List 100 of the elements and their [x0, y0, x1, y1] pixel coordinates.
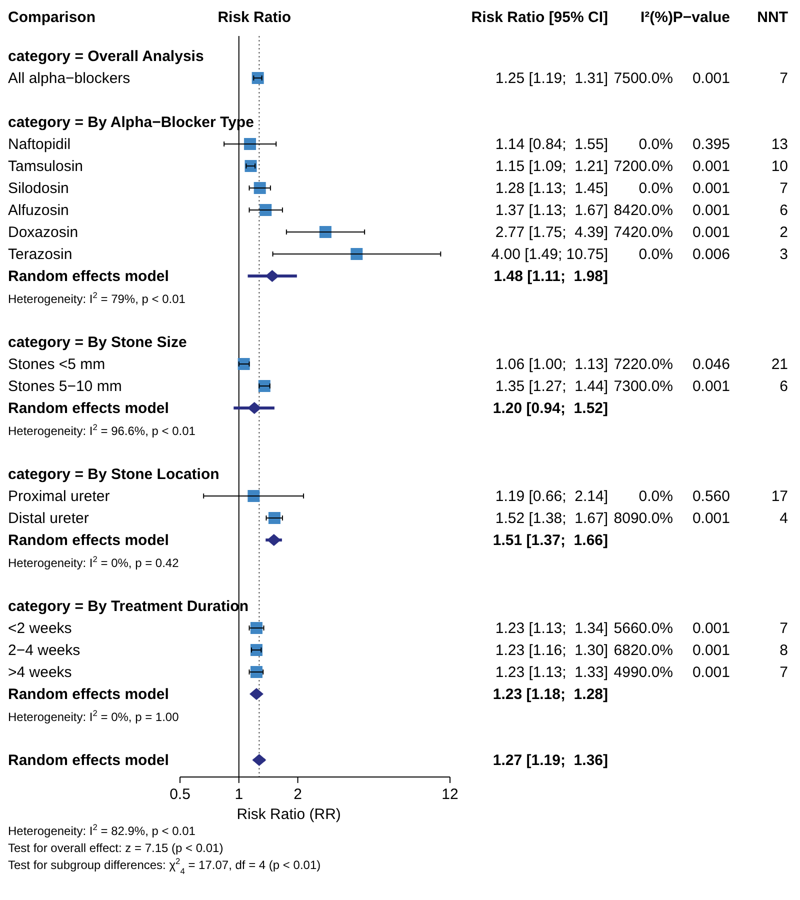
text: 0.001	[692, 180, 730, 197]
text: 0.0%	[638, 488, 673, 505]
y-tick-label: All alpha−blockers	[8, 70, 130, 87]
text: 1.25 [1.19; 1.31]	[495, 70, 608, 87]
text: 6	[780, 378, 788, 395]
y-tick-label: category = Overall Analysis	[8, 48, 204, 65]
text: 0.001	[692, 510, 730, 527]
text: 3	[780, 246, 788, 263]
text: 17	[771, 488, 788, 505]
y-tick-label: Random effects model	[8, 268, 169, 285]
text: 1.23 [1.18; 1.28]	[492, 686, 608, 703]
y-tick-label: Stones 5−10 mm	[8, 378, 122, 395]
text: 1.51 [1.37; 1.66]	[492, 532, 608, 549]
text: 1.20 [0.94; 1.52]	[492, 400, 608, 417]
text: 8	[780, 642, 788, 659]
text: 7	[780, 70, 788, 87]
y-tick-label: Random effects model	[8, 752, 169, 769]
y-tick-label: Heterogeneity: I$^{2}$ = 0%, p = 0.42	[8, 554, 180, 570]
y-tick-label: Heterogeneity: I$^{2}$ = 96.6%, p < 0.01	[8, 422, 196, 438]
text: 0.395	[692, 136, 730, 153]
text: 1.14 [0.84; 1.55]	[495, 136, 608, 153]
y-tick-label: Distal ureter	[8, 510, 89, 527]
text: 8090.0%	[614, 510, 673, 527]
text: 7300.0%	[614, 378, 673, 395]
y-tick-label: Alfuzosin	[8, 202, 69, 219]
text: 0.001	[692, 202, 730, 219]
text: 2	[780, 224, 788, 241]
text: 1.35 [1.27; 1.44]	[495, 378, 608, 395]
y-tick-label: Silodosin	[8, 180, 69, 197]
y-axis-title: Comparison	[8, 9, 96, 26]
text: 2.77 [1.75; 4.39]	[495, 224, 608, 241]
text: 1.27 [1.19; 1.36]	[492, 752, 608, 769]
text: 1.48 [1.11; 1.98]	[494, 268, 608, 285]
y-tick-label: Tamsulosin	[8, 158, 84, 175]
y-tick-label: >4 weeks	[8, 664, 72, 681]
x-tick-label: 0.5	[170, 786, 190, 803]
text: 6	[780, 202, 788, 219]
text: 7220.0%	[614, 356, 673, 373]
text: 0.0%	[638, 180, 673, 197]
text: 0.0%	[638, 136, 673, 153]
text: 7200.0%	[614, 158, 673, 175]
y-tick-label: Doxazosin	[8, 224, 78, 241]
text: 7	[780, 620, 788, 637]
y-tick-label: Proximal ureter	[8, 488, 110, 505]
y-tick-label: 2−4 weeks	[8, 642, 80, 659]
y-tick-label: Naftopidil	[8, 136, 71, 153]
category-label: Risk Ratio [95% CI]	[471, 9, 608, 26]
text: 0.0%	[638, 246, 673, 263]
text: 7420.0%	[614, 224, 673, 241]
text: 1.19 [0.66; 2.14]	[495, 488, 608, 505]
text: 7	[780, 180, 788, 197]
text: 1.28 [1.13; 1.45]	[495, 180, 608, 197]
y-tick-label: category = By Stone Size	[8, 334, 187, 351]
text: 0.001	[692, 224, 730, 241]
y-tick-label: Heterogeneity: I$^{2}$ = 79%, p < 0.01	[8, 290, 186, 306]
text: 6820.0%	[614, 642, 673, 659]
category-label: I²(%)	[640, 9, 673, 26]
text: Heterogeneity: I$^{2}$ = 82.9%, p < 0.01	[8, 822, 196, 838]
text: 1.06 [1.00; 1.13]	[495, 356, 608, 373]
y-tick-label: Terazosin	[8, 246, 72, 263]
y-tick-label: Random effects model	[8, 532, 169, 549]
text: 21	[771, 356, 788, 373]
text: 5660.0%	[614, 620, 673, 637]
text: 1.23 [1.13; 1.33]	[495, 664, 608, 681]
text: 0.001	[692, 158, 730, 175]
x-tick-label: 12	[442, 786, 458, 803]
text: 0.001	[692, 378, 730, 395]
text: 4	[780, 510, 788, 527]
text: 0.046	[692, 356, 730, 373]
text: 1.23 [1.16; 1.30]	[495, 642, 608, 659]
text: Test for overall effect: z = 7.15 (p < 0.01)	[8, 841, 224, 855]
text: 7	[780, 664, 788, 681]
y-tick-label: category = By Stone Location	[8, 466, 220, 483]
text: 13	[771, 136, 788, 153]
text: 1.23 [1.13; 1.34]	[495, 620, 608, 637]
x-axis-title: Risk Ratio (RR)	[236, 806, 341, 823]
text: 10	[771, 158, 788, 175]
text: Test for subgroup differences: χ$^{2}$$_{4}$ = 17.07, df = 4 (p < 0.01)	[8, 856, 321, 876]
y-tick-label: Heterogeneity: I$^{2}$ = 0%, p = 1.00	[8, 708, 180, 724]
text: 1.52 [1.38; 1.67]	[495, 510, 608, 527]
text: 0.001	[692, 620, 730, 637]
y-tick-label: <2 weeks	[8, 620, 72, 637]
text: 0.001	[692, 70, 730, 87]
y-tick-label: Random effects model	[8, 686, 169, 703]
x-tick-label: 1	[234, 786, 244, 803]
text: 4.00 [1.49; 10.75]	[491, 246, 608, 263]
category-label: NNT	[757, 9, 788, 26]
text: 8420.0%	[614, 202, 673, 219]
chart-title: Risk Ratio	[218, 9, 292, 26]
text: 0.001	[692, 664, 730, 681]
y-tick-label: Stones <5 mm	[8, 356, 106, 373]
text: 4990.0%	[614, 664, 673, 681]
y-tick-label: Random effects model	[8, 400, 169, 417]
x-tick-label: 2	[294, 786, 302, 803]
text: 1.37 [1.13; 1.67]	[495, 202, 608, 219]
category-label: P−value	[672, 9, 730, 26]
text: 7500.0%	[614, 70, 673, 87]
text: 0.001	[692, 642, 730, 659]
text: 0.560	[692, 488, 730, 505]
text: 0.006	[692, 246, 730, 263]
